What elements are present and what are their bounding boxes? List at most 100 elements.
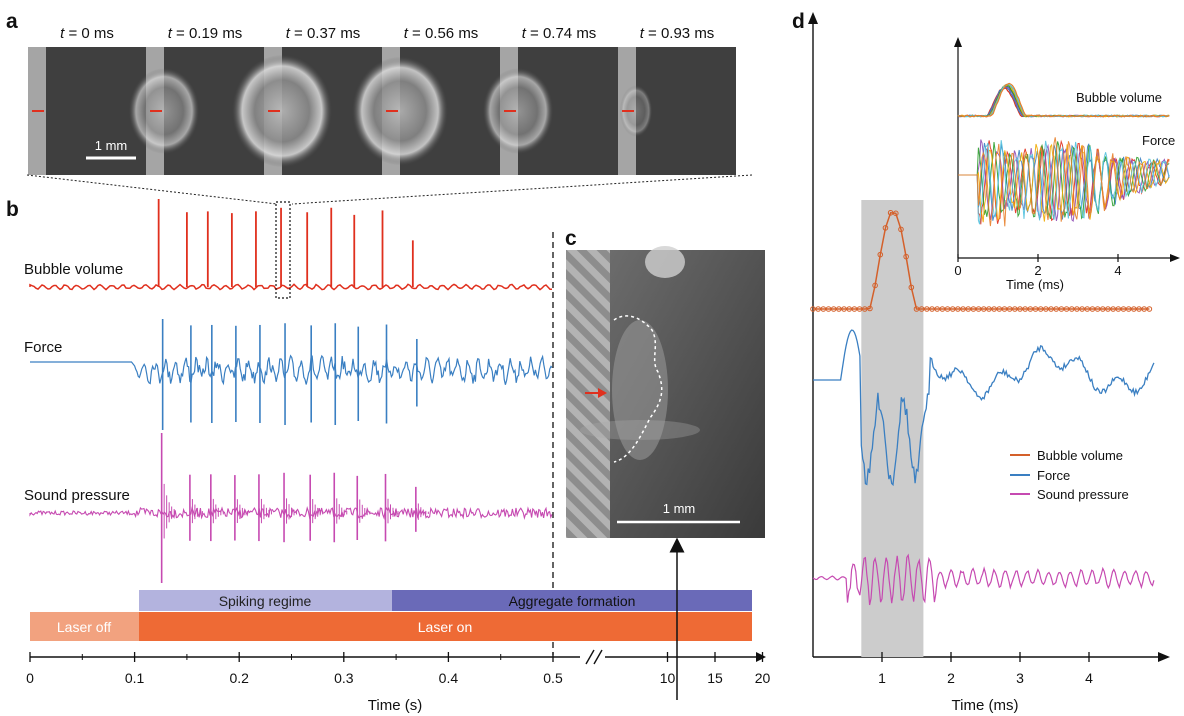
panel-b-traces [29, 199, 553, 583]
d-bubble-marker [1017, 306, 1023, 312]
d-bubble-marker [1037, 306, 1044, 312]
x-tick-break-2: 20 [755, 670, 771, 686]
inset-bubble-trace [957, 82, 1170, 118]
d-x-tick-3: 4 [1085, 670, 1093, 686]
panel-b-x-axis: 0 0.1 0.2 0.3 0.4 0.5 10 15 20 [26, 649, 771, 686]
d-x-tick-1: 2 [947, 670, 955, 686]
d-bubble-marker [851, 306, 858, 312]
d-bubble-marker [1063, 306, 1070, 312]
panel-label-a: a [6, 10, 18, 33]
panel-label-c: c [565, 227, 577, 250]
d-bubble-marker [986, 306, 992, 312]
d-bubble-marker [867, 305, 873, 312]
d-bubble-marker [955, 306, 961, 312]
panel-label-d: d [792, 10, 805, 33]
panel-label-b: b [6, 198, 19, 221]
frame-5 [618, 47, 736, 175]
inset-x-tick-2: 4 [1114, 263, 1121, 278]
frame-time-3: t = 0.56 ms [404, 25, 479, 42]
panel-d-x-ticks: 1 2 3 4 [878, 652, 1093, 686]
d-bubble-marker [887, 209, 894, 216]
d-bubble-marker [893, 210, 899, 217]
d-bubble-marker [949, 306, 956, 312]
d-bubble-marker [1125, 306, 1132, 312]
inset-label-bubble-volume: Bubble volume [1076, 90, 1162, 105]
d-bubble-marker [820, 306, 827, 312]
d-bubble-marker [1089, 306, 1096, 312]
trace-label-sound-pressure: Sound pressure [24, 487, 130, 504]
d-bubble-marker [1006, 306, 1013, 312]
d-bubble-marker [1079, 306, 1085, 312]
zoom-highlight-box [275, 201, 291, 299]
inset-x-tick-0: 0 [954, 263, 961, 278]
panel-d-x-label: Time (ms) [952, 697, 1019, 714]
d-bubble-marker [1094, 306, 1101, 312]
x-tick-3: 0.3 [334, 670, 354, 686]
d-bubble-marker [965, 306, 972, 312]
frame-strip: t = 0 ms t = 0.19 ms t = 0.37 ms t = 0.56 m… [28, 25, 736, 175]
d-bubble-marker [939, 306, 946, 312]
d-bubble-marker [1146, 306, 1153, 312]
frame-time-0: t = 0 ms [60, 25, 114, 42]
zoom-line-right [291, 174, 753, 205]
d-bubble-marker [1022, 306, 1028, 312]
sound-pressure-trace [29, 506, 553, 521]
d-bubble-marker [872, 282, 878, 289]
legend-sound-pressure: Sound pressure [1037, 487, 1129, 502]
panel-a-scale-label: 1 mm [95, 138, 128, 153]
d-x-tick-2: 3 [1016, 670, 1024, 686]
d-bubble-marker [975, 306, 982, 312]
d-bubble-marker [846, 306, 853, 312]
trace-label-force: Force [24, 339, 62, 356]
d-bubble-marker [980, 306, 987, 312]
inset-force-trace [958, 141, 1170, 220]
d-bubble-marker [815, 306, 821, 312]
d-bubble-marker [944, 306, 951, 312]
frame-time-2: t = 0.37 ms [286, 25, 361, 42]
d-bubble-marker [1068, 306, 1075, 312]
d-bubble-marker [1131, 306, 1137, 312]
bubble-volume-baseline [29, 283, 552, 291]
d-bubble-marker [1001, 306, 1008, 312]
panel-d-shaded-interval [861, 200, 924, 657]
d-bubble-marker [991, 306, 997, 312]
x-tick-2: 0.2 [229, 670, 249, 686]
d-force-trace [813, 329, 1155, 487]
force-trace [30, 354, 553, 386]
aggregate-formation-label: Aggregate formation [509, 593, 636, 609]
d-bubble-marker [970, 306, 977, 312]
d-bubble-marker [1084, 306, 1091, 312]
d-bubble-marker [1110, 306, 1116, 312]
d-bubble-marker [1136, 306, 1142, 312]
laser-off-label: Laser off [57, 619, 111, 635]
d-bubble-marker [913, 306, 920, 312]
x-tick-0: 0 [26, 670, 34, 686]
d-bubble-marker [1120, 306, 1127, 312]
inset-force-trace [958, 137, 1170, 227]
d-bubble-marker [1048, 306, 1054, 312]
d-bubble-marker [1074, 306, 1080, 312]
panel-c-scale-label: 1 mm [663, 501, 696, 516]
laser-on-bar [139, 612, 752, 641]
d-bubble-marker [1043, 306, 1049, 312]
d-bubble-marker [825, 306, 832, 312]
panel-d-legend: Bubble volume Force Sound pressure [1010, 448, 1129, 502]
d-bubble-marker [934, 306, 941, 312]
d-bubble-marker [841, 306, 847, 312]
d-bubble-marker [924, 306, 930, 312]
laser-on-label: Laser on [418, 619, 472, 635]
d-bubble-marker [856, 306, 863, 312]
d-bubble-marker [810, 306, 816, 312]
d-bubble-marker [1105, 306, 1111, 312]
d-bubble-marker [830, 306, 837, 312]
d-sound-pressure-trace [812, 553, 1155, 606]
d-bubble-marker [877, 251, 884, 258]
d-bubble-marker [908, 284, 915, 291]
spiking-regime-label: Spiking regime [219, 593, 312, 609]
frame-time-1: t = 0.19 ms [168, 25, 243, 42]
frame-1 [128, 47, 264, 175]
frame-0 [28, 47, 146, 175]
x-tick-5: 0.5 [543, 670, 563, 686]
d-x-tick-0: 1 [878, 670, 886, 686]
